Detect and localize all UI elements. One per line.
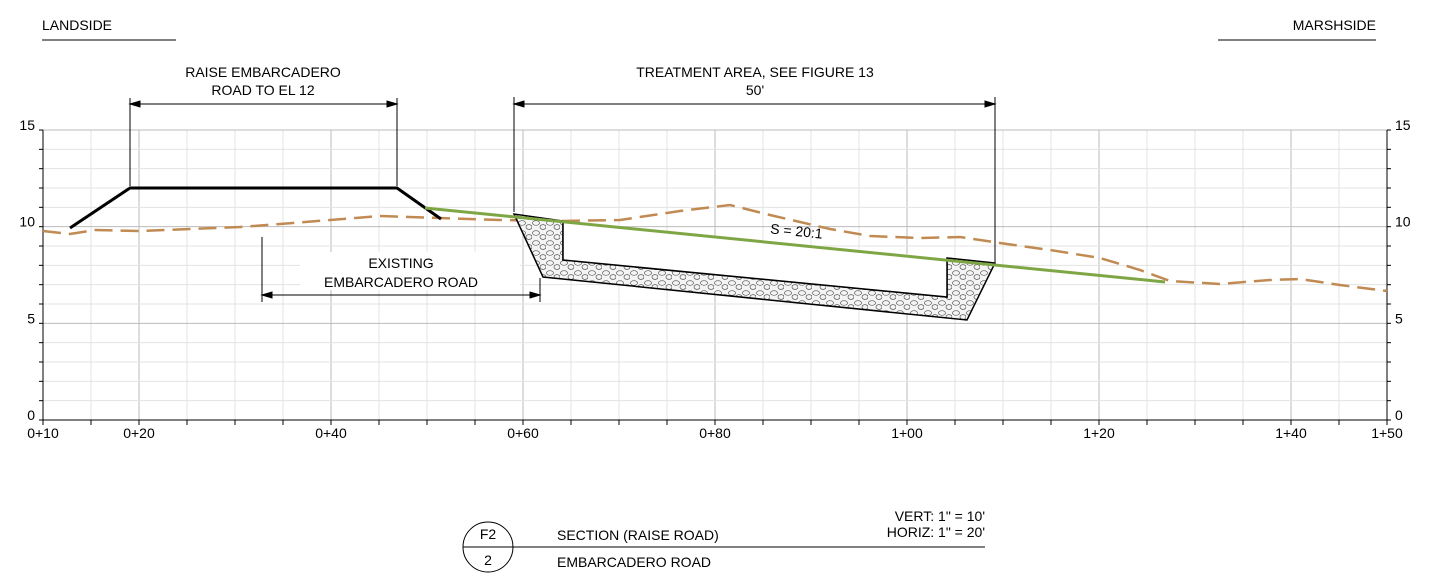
drawing-title: SECTION (RAISE ROAD) bbox=[557, 527, 719, 543]
y-tick-label: 10 bbox=[1395, 214, 1411, 230]
raised-road bbox=[69, 186, 442, 230]
x-tick-label: 1+50 bbox=[1371, 425, 1403, 441]
dim-label: EMBARCADERO ROAD bbox=[324, 274, 478, 290]
x-tick-label: 0+80 bbox=[699, 425, 731, 441]
dim-label: 50' bbox=[746, 82, 764, 98]
y-tick-label: 10 bbox=[19, 214, 35, 230]
dim-label: RAISE EMBARCADERO bbox=[185, 64, 341, 80]
x-tick-label: 0+10 bbox=[27, 425, 59, 441]
treatment-inner bbox=[562, 221, 948, 298]
sheet-number: 2 bbox=[484, 552, 492, 568]
dim-label: TREATMENT AREA, SEE FIGURE 13 bbox=[636, 64, 874, 80]
dim-label: ROAD TO EL 12 bbox=[211, 82, 314, 98]
slope-line bbox=[424, 206, 1166, 284]
x-tick-label: 0+20 bbox=[123, 425, 155, 441]
existing-ground bbox=[42, 203, 1388, 293]
horiz-scale: HORIZ: 1" = 20' bbox=[887, 524, 985, 540]
vert-scale: VERT: 1" = 10' bbox=[895, 508, 985, 524]
landside-label: LANDSIDE bbox=[42, 17, 112, 33]
y-tick-label: 0 bbox=[1395, 407, 1403, 423]
dim-label: EXISTING bbox=[368, 255, 433, 271]
y-tick-label: 0 bbox=[27, 407, 35, 423]
x-tick-label: 1+20 bbox=[1083, 425, 1115, 441]
x-tick-label: 0+40 bbox=[315, 425, 347, 441]
drawing-subtitle: EMBARCADERO ROAD bbox=[557, 554, 711, 570]
marshside-label: MARSHSIDE bbox=[1293, 17, 1376, 33]
dimension-lines bbox=[128, 97, 997, 302]
x-tick-label: 1+40 bbox=[1275, 425, 1307, 441]
y-tick-label: 15 bbox=[19, 117, 35, 133]
y-tick-label: 15 bbox=[1395, 117, 1411, 133]
y-tick-label: 5 bbox=[27, 310, 35, 326]
x-tick-label: 0+60 bbox=[507, 425, 539, 441]
slope-label: S = 20:1 bbox=[770, 220, 824, 241]
y-tick-label: 5 bbox=[1395, 310, 1403, 326]
label-mask bbox=[300, 252, 520, 290]
detail-number: F2 bbox=[480, 526, 497, 542]
x-tick-label: 1+00 bbox=[891, 425, 923, 441]
